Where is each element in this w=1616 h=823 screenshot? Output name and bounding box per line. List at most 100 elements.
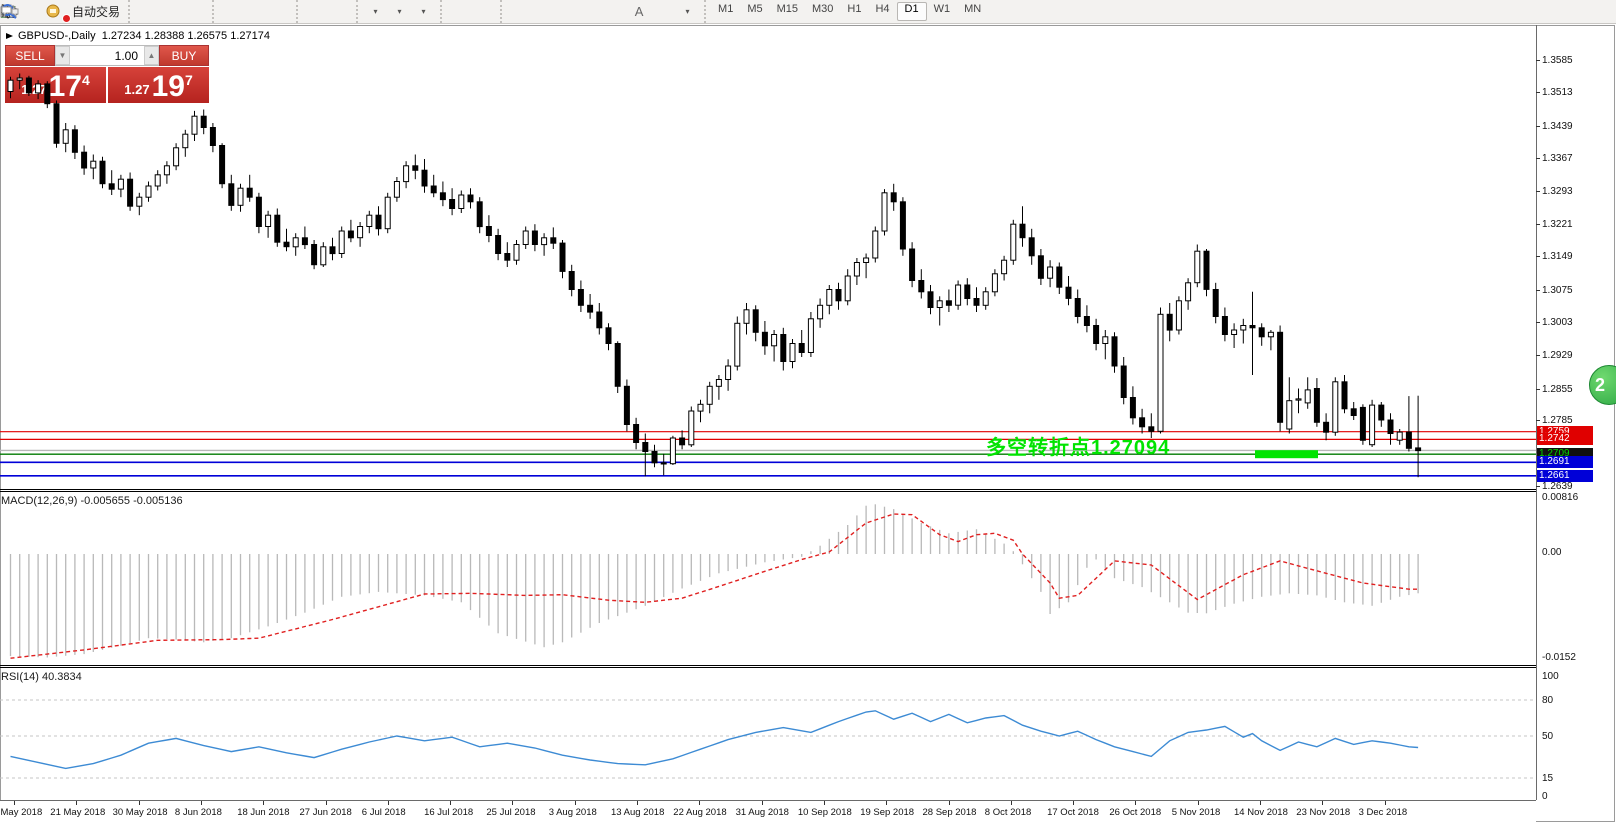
date-tick [1260, 801, 1261, 805]
trendline-icon[interactable] [1, 2, 579, 22]
price-axis-tick [1536, 355, 1540, 357]
tile-windows-icon[interactable] [1, 2, 291, 22]
text-label-icon[interactable]: T [1, 2, 675, 22]
candle [1111, 336, 1118, 367]
price-axis-label: 1.2929 [1542, 350, 1573, 362]
price-axis-tick [1536, 158, 1540, 160]
price-axis-label: 1.2855 [1542, 383, 1573, 395]
chat-icon[interactable] [1, 2, 1613, 22]
pane-separator[interactable] [0, 489, 1536, 490]
candle [458, 194, 465, 209]
add-indicator-icon[interactable]: ▾ [1, 2, 387, 22]
timeframe-mn[interactable]: MN [964, 3, 982, 15]
candle [1037, 255, 1044, 279]
candle [1175, 300, 1182, 331]
date-label: 28 Sep 2018 [922, 807, 977, 818]
candle [163, 165, 170, 176]
candle [568, 271, 575, 290]
candle [265, 214, 272, 227]
candle [890, 192, 897, 203]
auto-scroll-icon[interactable] [1, 2, 327, 22]
candle [1258, 327, 1265, 338]
timeframe-h4[interactable]: H4 [875, 3, 890, 15]
search-icon[interactable] [1, 2, 1589, 22]
lime-highlight-segment[interactable] [1255, 450, 1318, 459]
volume-input[interactable]: 1.00 [114, 48, 138, 63]
vertical-line-icon[interactable] [5, 2, 531, 22]
candle [642, 442, 649, 452]
date-axis[interactable]: 11 May 2018 21 May 2018 30 May 2018 8 Jun 2… [0, 800, 1536, 823]
rsi-line [10, 710, 1419, 770]
candle [798, 343, 805, 353]
sell-button[interactable]: SELL [5, 45, 55, 66]
candle [173, 147, 180, 167]
zoom-out-icon[interactable] [2, 2, 267, 22]
autotrading-icon[interactable] [45, 2, 72, 23]
volume-up-stepper[interactable]: ▲ [144, 46, 159, 65]
timeframe-m1[interactable]: M1 [718, 3, 734, 15]
pane-separator[interactable] [0, 665, 1536, 666]
pane-separator[interactable] [0, 667, 1536, 668]
timeframe-m15[interactable]: M15 [776, 3, 798, 15]
date-label: 17 Oct 2018 [1047, 807, 1099, 818]
timeframe-m5[interactable]: M5 [747, 3, 763, 15]
candlestick-icon[interactable] [1, 2, 183, 22]
buy-price-box[interactable]: 1.27 19 7 [108, 67, 209, 103]
periods-icon[interactable]: ▾ [1, 2, 411, 22]
candle [1120, 365, 1127, 398]
candle [826, 289, 833, 306]
date-tick [761, 801, 763, 805]
candle [200, 115, 207, 128]
date-label: 25 Jul 2018 [486, 807, 536, 818]
horizontal-line-icon[interactable] [1, 2, 555, 22]
timeframe-w1[interactable]: W1 [933, 3, 951, 15]
candle [366, 214, 373, 227]
date-label: 22 Aug 2018 [673, 807, 727, 818]
candle [752, 309, 759, 333]
candle [1332, 381, 1339, 433]
chart-shift-icon[interactable] [1, 2, 351, 22]
chevron-down-icon: ▾ [421, 7, 426, 16]
candle [81, 151, 88, 169]
candle [320, 246, 327, 266]
candle [1047, 266, 1054, 279]
candle [835, 289, 842, 302]
candle [1203, 250, 1210, 290]
templates-icon[interactable]: ▾ [0, 2, 435, 22]
bar-chart-icon[interactable] [1, 2, 159, 22]
order-icon[interactable] [1, 2, 45, 22]
candle [587, 304, 594, 313]
buy-button[interactable]: BUY [159, 45, 209, 66]
candle [513, 244, 520, 261]
candle [1378, 404, 1385, 421]
pane-separator[interactable] [0, 491, 1536, 492]
volume-down-stepper[interactable]: ▼ [55, 46, 70, 65]
candle [1221, 316, 1228, 335]
candle [375, 214, 382, 230]
date-tick [637, 801, 638, 805]
date-label: 16 Jul 2018 [424, 807, 474, 818]
rsi-pane[interactable] [0, 668, 1536, 800]
autotrading-button[interactable]: 自动交易 [72, 5, 121, 19]
timeframe-d1[interactable]: D1 [896, 2, 927, 21]
price-axis-tick [1536, 256, 1540, 258]
macd-pane[interactable] [0, 492, 1536, 665]
line-chart-icon[interactable] [0, 2, 207, 22]
arrows-tool-icon[interactable]: ▾ [3, 2, 699, 22]
candle [789, 343, 796, 362]
equidistant-channel-icon[interactable]: E [1, 2, 603, 22]
candle [743, 309, 750, 324]
candle [384, 196, 391, 230]
fibonacci-icon[interactable]: F [2, 2, 627, 22]
crosshair-icon[interactable] [1, 2, 495, 22]
zoom-in-icon[interactable] [2, 2, 243, 22]
date-tick [325, 801, 327, 805]
candle [605, 327, 612, 344]
timeframe-h1[interactable]: H1 [847, 3, 862, 15]
main-price-pane[interactable] [0, 26, 1536, 490]
cursor-icon[interactable] [2, 2, 471, 22]
candle [430, 185, 437, 194]
candle [1415, 447, 1422, 452]
timeframe-m30[interactable]: M30 [812, 3, 834, 15]
text-tool-icon[interactable]: A [634, 4, 644, 19]
